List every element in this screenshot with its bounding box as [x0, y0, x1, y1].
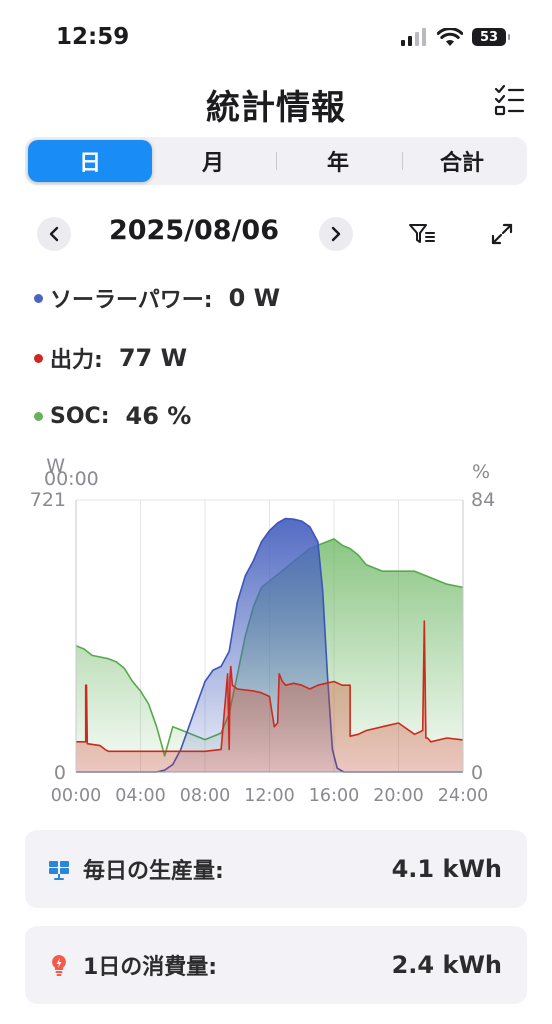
left-axis-tick-label: 721 [30, 489, 66, 511]
soc-label: SOC: [50, 403, 110, 429]
solar-power-value: 0 W [228, 284, 281, 312]
legend-dot-soc [34, 411, 43, 421]
x-axis-tick-label: 12:00 [244, 786, 294, 806]
chart-series [75, 517, 464, 773]
tab-month[interactable]: 月 [201, 151, 224, 176]
solar-panel-icon [49, 861, 69, 880]
next-date-button[interactable] [319, 217, 353, 251]
chevron-right-icon [331, 226, 341, 242]
x-axis-tick-label: 08:00 [180, 786, 230, 806]
soc-value: 46 % [125, 402, 192, 430]
period-tabs: 日 月 年 合計 [25, 137, 527, 185]
status-icons: 53 [400, 24, 510, 50]
previous-date-button[interactable] [37, 217, 71, 251]
x-axis-tick-label: 24:00 [438, 786, 488, 806]
legend-dot-solar [34, 293, 43, 303]
battery-level: 53 [479, 29, 499, 45]
checklist-icon [494, 84, 525, 116]
solar-power-label: ソーラーパワー: [50, 288, 213, 313]
daily-consumption-label: 1日の消費量: [83, 955, 218, 980]
tab-divider [276, 152, 277, 170]
x-axis-tick-label: 20:00 [373, 786, 423, 806]
series-area-solar [76, 518, 463, 772]
date-label[interactable]: 2025/08/06 [108, 215, 279, 246]
tab-year[interactable]: 年 [326, 151, 349, 176]
solar-power-readout: ソーラーパワー: 0 W [34, 282, 280, 314]
page-title: 統計情報 [206, 88, 346, 128]
output-readout: 出力: 77 W [34, 342, 187, 374]
daily-production-label: 毎日の生産量: [83, 859, 224, 884]
status-time: 12:59 [56, 24, 130, 50]
left-axis-unit: W [46, 455, 65, 477]
daily-consumption-value: 2.4 kWh [391, 951, 502, 979]
right-axis-tick-label: 84 [471, 489, 495, 511]
series-line-output [76, 620, 464, 753]
cellular-signal-icon [401, 28, 426, 46]
daily-production-value: 4.1 kWh [391, 855, 502, 883]
chevron-left-icon [49, 226, 59, 242]
chart-tooltip-label: 00:00 [44, 468, 99, 490]
x-axis-tick-label: 04:00 [115, 786, 165, 806]
daily-production-card: 毎日の生産量: 4.1 kWh [25, 830, 527, 908]
x-axis-tick-label: 00:00 [51, 786, 101, 806]
right-axis-unit: % [472, 461, 490, 483]
x-axis-tick-label: 16:00 [309, 786, 359, 806]
filter-icon [409, 224, 435, 243]
expand-icon [491, 223, 513, 245]
left-axis-tick-label: 0 [54, 762, 66, 784]
expand-button[interactable] [488, 220, 516, 248]
daily-consumption-card: 1日の消費量: 2.4 kWh [25, 926, 527, 1004]
right-axis-tick-label: 0 [471, 762, 483, 784]
legend-dot-output [34, 353, 43, 363]
tab-day[interactable]: 日 [28, 140, 152, 182]
checklist-menu-button[interactable] [492, 83, 526, 117]
filter-button[interactable] [407, 220, 437, 248]
battery-icon: 53 [472, 28, 510, 46]
lightbulb-icon [52, 955, 66, 976]
tab-total[interactable]: 合計 [439, 151, 484, 176]
wifi-icon [437, 27, 463, 46]
tab-divider [402, 152, 403, 170]
output-value: 77 W [118, 344, 188, 372]
output-label: 出力: [50, 348, 103, 373]
soc-readout: SOC: 46 % [34, 402, 191, 430]
